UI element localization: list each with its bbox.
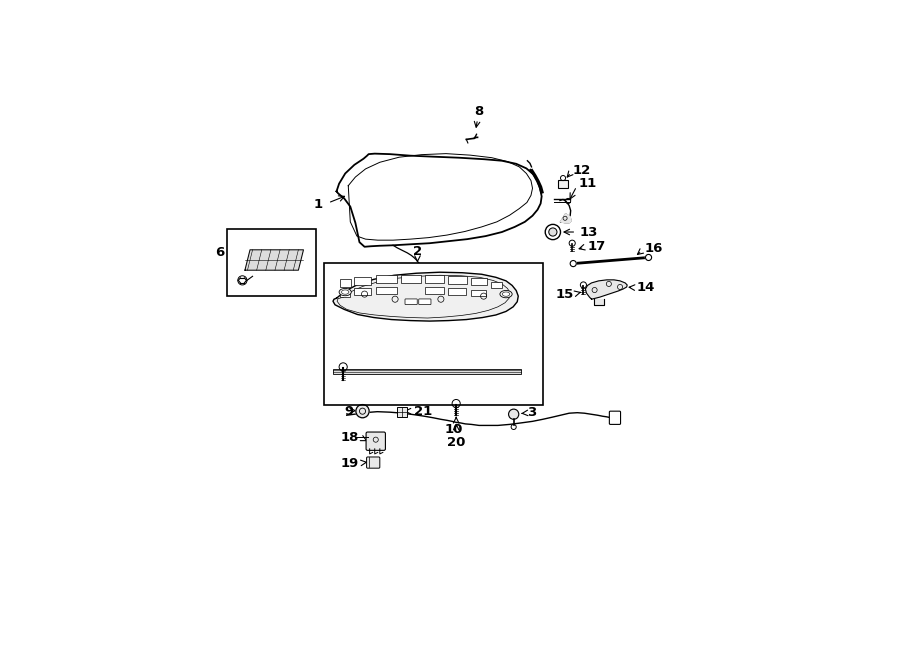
Polygon shape — [245, 250, 303, 270]
Bar — [448, 276, 467, 284]
Bar — [425, 287, 444, 294]
Circle shape — [549, 228, 557, 236]
FancyBboxPatch shape — [609, 411, 621, 424]
Polygon shape — [333, 272, 518, 321]
Bar — [340, 290, 350, 297]
Polygon shape — [585, 280, 627, 299]
Text: 1: 1 — [314, 198, 323, 210]
Text: 6: 6 — [215, 246, 225, 259]
Circle shape — [356, 405, 369, 418]
Text: 19: 19 — [340, 457, 358, 470]
Bar — [340, 280, 351, 287]
Text: 12: 12 — [572, 165, 590, 177]
Bar — [472, 278, 487, 286]
FancyBboxPatch shape — [418, 299, 431, 305]
Bar — [355, 278, 371, 285]
Bar — [375, 275, 397, 283]
Text: 18: 18 — [340, 431, 358, 444]
Circle shape — [508, 409, 518, 419]
Bar — [355, 288, 371, 295]
Text: 8: 8 — [474, 105, 483, 118]
Bar — [401, 275, 420, 283]
Text: 5: 5 — [333, 377, 342, 390]
Text: 17: 17 — [588, 240, 606, 253]
Text: 14: 14 — [637, 282, 655, 295]
Ellipse shape — [339, 288, 351, 295]
Bar — [491, 282, 502, 288]
Bar — [324, 262, 543, 405]
Text: 11: 11 — [579, 177, 597, 190]
Bar — [472, 290, 486, 295]
Bar — [397, 407, 408, 417]
Bar — [559, 180, 568, 188]
Text: 13: 13 — [580, 225, 598, 239]
Bar — [448, 288, 466, 295]
Text: 2: 2 — [413, 245, 422, 258]
Text: 7: 7 — [238, 284, 248, 297]
Polygon shape — [561, 214, 572, 223]
Text: 20: 20 — [447, 436, 465, 449]
Text: 3: 3 — [527, 407, 536, 419]
Ellipse shape — [502, 292, 509, 296]
FancyBboxPatch shape — [366, 432, 385, 450]
FancyBboxPatch shape — [405, 299, 418, 305]
Ellipse shape — [341, 290, 349, 294]
FancyBboxPatch shape — [366, 457, 380, 468]
Text: 16: 16 — [644, 242, 663, 254]
Bar — [375, 287, 397, 294]
Text: 9: 9 — [344, 405, 354, 418]
Text: 21: 21 — [414, 405, 433, 418]
Bar — [227, 229, 316, 295]
Text: 4: 4 — [433, 369, 443, 382]
Bar — [333, 369, 521, 373]
Ellipse shape — [500, 290, 512, 297]
Bar — [425, 275, 444, 283]
Text: 10: 10 — [445, 423, 464, 436]
Polygon shape — [594, 299, 604, 305]
Circle shape — [645, 254, 652, 260]
Text: 15: 15 — [556, 288, 574, 301]
Circle shape — [571, 260, 576, 266]
